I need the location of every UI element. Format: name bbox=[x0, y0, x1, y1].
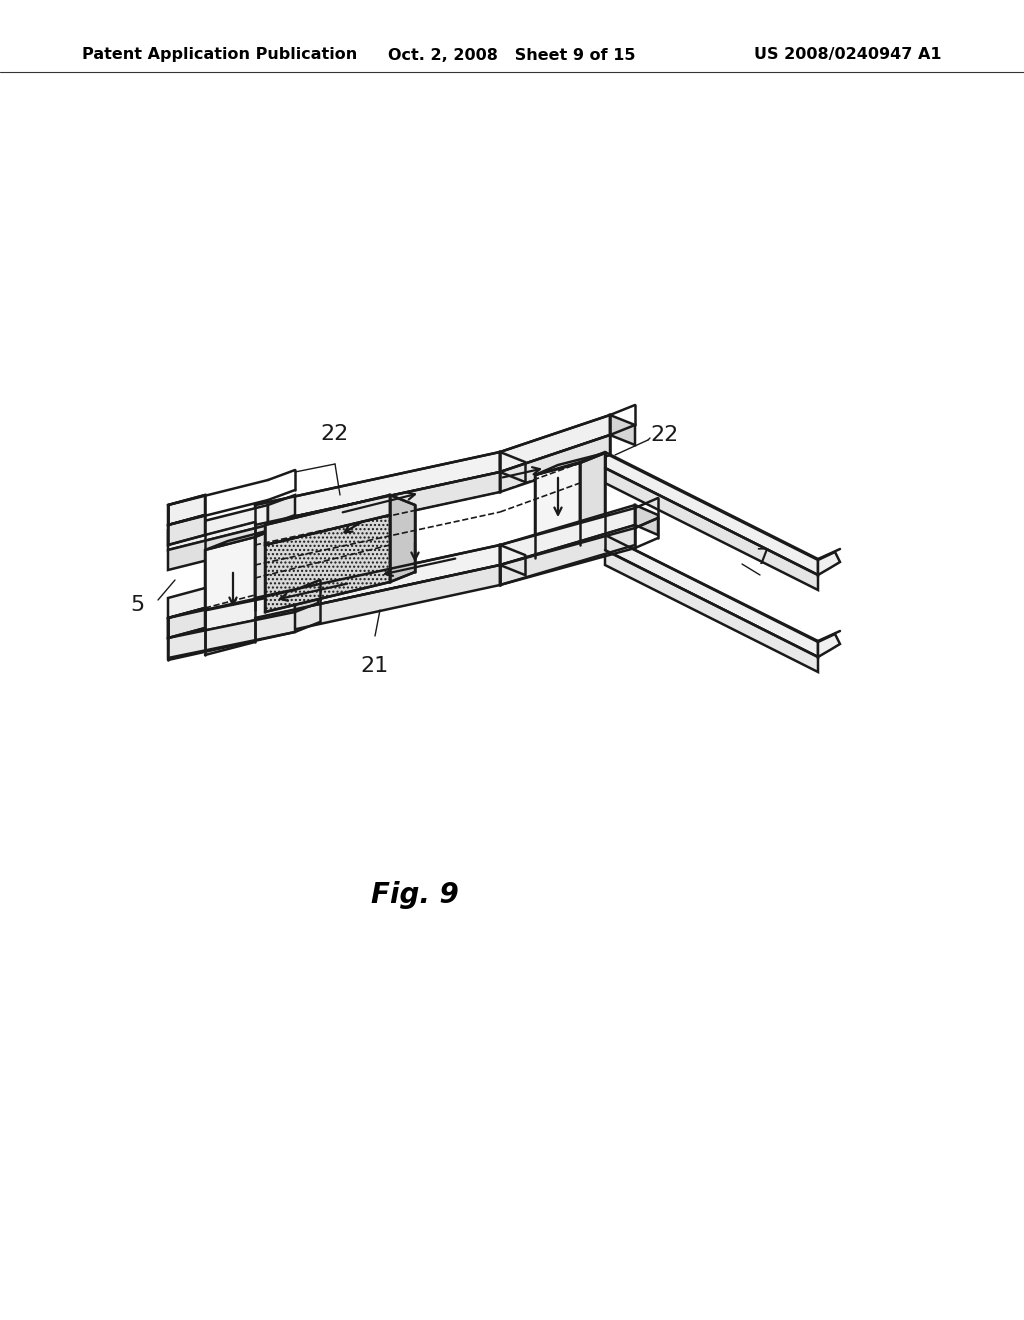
Polygon shape bbox=[500, 451, 525, 482]
Text: 22: 22 bbox=[321, 424, 349, 444]
Text: 5: 5 bbox=[130, 595, 144, 615]
Polygon shape bbox=[205, 528, 278, 550]
Polygon shape bbox=[635, 506, 658, 535]
Polygon shape bbox=[535, 453, 605, 475]
Polygon shape bbox=[255, 565, 500, 638]
Text: Oct. 2, 2008   Sheet 9 of 15: Oct. 2, 2008 Sheet 9 of 15 bbox=[388, 48, 636, 62]
Text: Patent Application Publication: Patent Application Publication bbox=[82, 48, 357, 62]
Polygon shape bbox=[205, 537, 255, 638]
Polygon shape bbox=[605, 453, 818, 576]
Polygon shape bbox=[265, 515, 390, 612]
Polygon shape bbox=[168, 612, 295, 657]
Polygon shape bbox=[268, 506, 295, 535]
Polygon shape bbox=[168, 609, 205, 638]
Polygon shape bbox=[255, 451, 500, 525]
Polygon shape bbox=[168, 495, 205, 525]
Polygon shape bbox=[605, 469, 818, 590]
Polygon shape bbox=[255, 528, 278, 624]
Polygon shape bbox=[818, 552, 840, 576]
Polygon shape bbox=[610, 414, 635, 445]
Polygon shape bbox=[500, 525, 635, 585]
Polygon shape bbox=[500, 414, 610, 473]
Polygon shape bbox=[500, 506, 635, 565]
Polygon shape bbox=[605, 535, 818, 657]
Polygon shape bbox=[168, 587, 205, 618]
Polygon shape bbox=[168, 515, 205, 545]
Polygon shape bbox=[268, 495, 295, 525]
Polygon shape bbox=[295, 583, 318, 612]
Polygon shape bbox=[168, 506, 268, 550]
Polygon shape bbox=[605, 550, 818, 672]
Polygon shape bbox=[255, 473, 500, 545]
Polygon shape bbox=[265, 495, 390, 545]
Text: US 2008/0240947 A1: US 2008/0240947 A1 bbox=[755, 48, 942, 62]
Text: 21: 21 bbox=[360, 656, 389, 676]
Polygon shape bbox=[168, 591, 295, 638]
Text: Fig. 9: Fig. 9 bbox=[371, 880, 459, 909]
Polygon shape bbox=[500, 545, 525, 576]
Polygon shape bbox=[580, 453, 605, 545]
Polygon shape bbox=[168, 525, 268, 570]
Polygon shape bbox=[535, 463, 580, 557]
Polygon shape bbox=[500, 436, 610, 492]
Text: 7: 7 bbox=[755, 548, 769, 568]
Polygon shape bbox=[818, 634, 840, 657]
Text: 22: 22 bbox=[650, 425, 678, 445]
Polygon shape bbox=[390, 495, 415, 582]
Polygon shape bbox=[255, 545, 500, 618]
